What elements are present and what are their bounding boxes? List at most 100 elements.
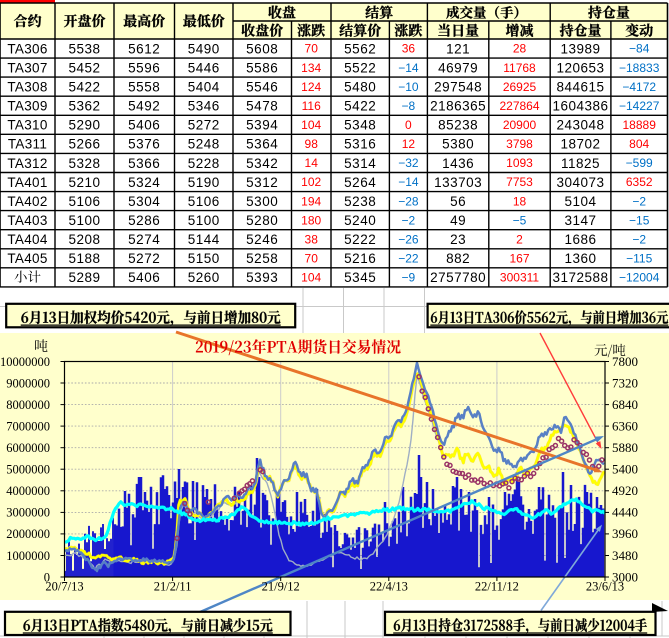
svg-text:5364: 5364 [246,137,278,152]
svg-text:3000: 3000 [612,569,638,584]
svg-text:26925: 26925 [503,80,537,94]
svg-text:104: 104 [301,271,321,285]
svg-text:5272: 5272 [128,251,160,266]
svg-text:124: 124 [301,80,321,94]
svg-text:56: 56 [450,194,466,209]
svg-text:5286: 5286 [128,213,160,228]
svg-text:6000000: 6000000 [6,441,50,455]
svg-text:−26: −26 [398,232,419,246]
svg-text:5266: 5266 [68,137,100,152]
svg-text:300311: 300311 [500,271,539,285]
svg-text:882: 882 [446,251,470,266]
svg-text:5106: 5106 [188,194,220,209]
svg-text:18702: 18702 [560,137,600,152]
svg-text:3172588: 3172588 [552,270,608,285]
svg-text:3798: 3798 [506,137,533,151]
svg-text:5208: 5208 [68,232,100,247]
svg-text:4000000: 4000000 [6,484,50,498]
svg-text:−115: −115 [626,252,652,266]
svg-text:9000000: 9000000 [6,376,50,390]
svg-text:5478: 5478 [246,99,278,114]
svg-text:21/9/12: 21/9/12 [262,580,300,594]
svg-text:−15: −15 [629,213,650,227]
svg-text:−12004: −12004 [619,271,660,285]
svg-text:5345: 5345 [344,270,376,285]
svg-text:2000000: 2000000 [6,527,50,541]
svg-text:1093: 1093 [506,156,533,170]
svg-text:104: 104 [301,118,321,132]
svg-text:3960: 3960 [612,526,638,541]
svg-text:TA309: TA309 [7,99,47,114]
svg-text:5264: 5264 [344,175,376,190]
svg-text:8000000: 8000000 [6,398,50,412]
svg-text:5422: 5422 [68,80,100,95]
svg-text:2: 2 [516,232,523,246]
svg-text:5190: 5190 [188,175,220,190]
svg-text:5404: 5404 [188,80,220,95]
svg-text:20/7/13: 20/7/13 [45,580,83,594]
svg-text:−2: −2 [632,232,646,246]
svg-text:5480: 5480 [344,80,376,95]
svg-text:−18833: −18833 [619,61,660,75]
svg-text:5100: 5100 [188,213,220,228]
svg-text:243048: 243048 [556,118,604,133]
svg-text:5188: 5188 [68,251,100,266]
svg-text:5300: 5300 [246,194,278,209]
svg-text:−9: −9 [402,271,416,285]
svg-text:5248: 5248 [188,137,220,152]
svg-text:1604386: 1604386 [552,99,608,114]
svg-text:6360: 6360 [612,418,638,433]
svg-text:−599: −599 [626,156,653,170]
svg-text:5260: 5260 [188,270,220,285]
svg-text:−14: −14 [398,175,419,189]
svg-text:5316: 5316 [344,137,376,152]
svg-text:TA310: TA310 [7,118,47,133]
svg-text:5246: 5246 [246,232,278,247]
svg-text:5240: 5240 [344,213,376,228]
svg-text:TA404: TA404 [7,232,47,247]
svg-text:1686: 1686 [564,232,596,247]
svg-text:22/4/13: 22/4/13 [370,580,408,594]
svg-text:49: 49 [450,213,466,228]
svg-text:12: 12 [402,137,416,151]
svg-text:116: 116 [302,99,321,113]
svg-text:5144: 5144 [188,232,220,247]
svg-text:5376: 5376 [128,137,160,152]
svg-text:11768: 11768 [503,61,536,75]
svg-text:TA307: TA307 [7,60,47,75]
svg-text:5304: 5304 [128,194,160,209]
svg-text:5342: 5342 [246,156,278,171]
svg-text:28: 28 [513,42,527,56]
svg-text:21/2/11: 21/2/11 [154,580,192,594]
svg-text:7320: 7320 [612,375,638,390]
svg-text:5400: 5400 [612,462,638,477]
svg-text:5104: 5104 [564,194,596,209]
svg-text:1360: 1360 [564,251,596,266]
svg-text:22/11/12: 22/11/12 [475,580,519,594]
svg-text:−28: −28 [398,194,419,208]
svg-text:6352: 6352 [626,175,653,189]
svg-text:5586: 5586 [246,60,278,75]
svg-text:5492: 5492 [128,99,160,114]
svg-text:4440: 4440 [612,505,638,520]
svg-text:804: 804 [629,137,649,151]
svg-text:46979: 46979 [438,60,478,75]
svg-text:3480: 3480 [612,548,638,563]
svg-text:23: 23 [450,232,466,247]
svg-text:2757780: 2757780 [430,270,486,285]
svg-text:23/6/13: 23/6/13 [586,580,624,594]
svg-text:−32: −32 [398,156,419,170]
svg-text:5238: 5238 [344,194,376,209]
svg-text:121: 121 [446,41,470,56]
svg-text:6840: 6840 [612,397,638,412]
svg-text:5106: 5106 [68,194,100,209]
svg-text:−8: −8 [402,99,416,113]
svg-text:−14227: −14227 [619,99,660,113]
svg-text:0: 0 [44,570,50,584]
svg-text:5596: 5596 [128,60,160,75]
svg-text:5150: 5150 [188,251,220,266]
svg-text:5272: 5272 [188,118,220,133]
svg-text:13989: 13989 [560,41,600,56]
svg-text:−2: −2 [632,194,646,208]
svg-text:5490: 5490 [188,41,220,56]
